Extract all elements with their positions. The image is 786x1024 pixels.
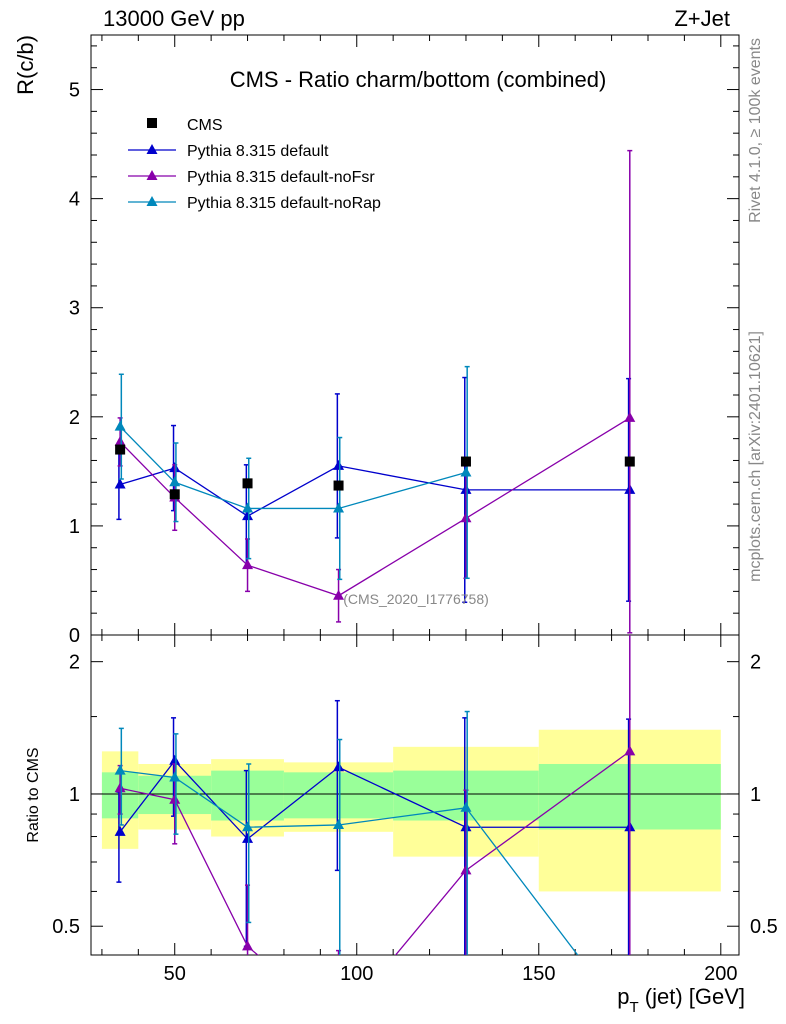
legend-label-1: Pythia 8.315 default-noFsr	[187, 169, 375, 186]
axis-ticks: 50 100 150 200 0 1 2 3 4 5 0.5 0.5 1 1 2 2	[52, 35, 778, 985]
ratio-marker-1	[242, 940, 254, 951]
series-marker-1	[624, 411, 636, 422]
legend-cms-label: CMS	[187, 117, 223, 134]
header-left: 13000 GeV pp	[103, 6, 245, 31]
series-marker-0	[333, 459, 345, 470]
x-tick-label: 150	[522, 963, 555, 985]
series-marker-2	[242, 502, 254, 513]
ratio-marker-2	[242, 821, 254, 832]
ratio-marker-1	[114, 782, 126, 793]
legend-cms-marker	[147, 118, 157, 128]
x-tick-label: 100	[340, 963, 373, 985]
y-tick-label: 2	[69, 407, 80, 429]
cms-data-point	[460, 456, 471, 467]
series-line-1	[119, 417, 631, 597]
legend-marker-0	[146, 144, 158, 154]
ratio-tick-label-right: 2	[750, 652, 761, 674]
y-tick-label: 5	[69, 80, 80, 102]
legend-label-2: Pythia 8.315 default-noRap	[187, 195, 381, 212]
cms-data-point	[242, 478, 253, 489]
cms-data-point	[169, 489, 180, 500]
series-marker-1	[114, 435, 126, 446]
y-tick-label: 3	[69, 298, 80, 320]
series-marker-1	[333, 589, 345, 600]
ratio-tick-label-right: 1	[750, 784, 761, 806]
y-tick-label: 0	[69, 625, 80, 647]
header-right: Z+Jet	[674, 6, 730, 31]
ratio-marker-0	[333, 761, 345, 772]
rivet-label: Rivet 4.1.0, ≥ 100k events	[747, 38, 764, 223]
x-axis-label: pT (jet) [GeV]	[617, 984, 745, 1016]
ratio-marker-2	[169, 771, 181, 782]
chart-title: CMS - Ratio charm/bottom (combined)	[230, 67, 607, 92]
y-axis-label: R(c/b)	[13, 35, 38, 95]
mcplots-label: mcplots.cern.ch [arXiv:2401.10621]	[747, 331, 764, 582]
series-marker-0	[114, 478, 126, 489]
ratio-marker-2	[114, 764, 126, 775]
ratio-marker-1	[624, 745, 636, 756]
cms-data-point	[115, 444, 126, 455]
main-series	[114, 149, 636, 634]
ratio-frame	[90, 634, 740, 956]
ratio-marker-0	[169, 754, 181, 765]
cms-data-point	[333, 480, 344, 491]
ratio-band-inner	[211, 770, 284, 821]
cms-data-points	[115, 444, 635, 500]
series-marker-0	[242, 510, 254, 521]
ratio-tick-label: 2	[69, 652, 80, 674]
ratio-tick-label: 0.5	[52, 916, 80, 938]
ratio-marker-2	[460, 801, 472, 812]
series-marker-2	[114, 420, 126, 431]
ratio-marker-2	[333, 818, 345, 829]
legend-label-0: Pythia 8.315 default	[187, 143, 329, 160]
series-marker-1	[460, 512, 472, 523]
ratio-line-0	[119, 759, 630, 840]
series-marker-2	[333, 502, 345, 513]
cms-data-point	[624, 456, 635, 467]
series-marker-2	[169, 476, 181, 487]
ratio-tick-label-right: 0.5	[750, 916, 778, 938]
legend-marker-1	[146, 170, 158, 180]
ratio-marker-0	[114, 825, 126, 836]
x-tick-label: 50	[164, 963, 186, 985]
legend: CMS Pythia 8.315 default Pythia 8.315 def…	[128, 117, 381, 212]
y-tick-label: 1	[69, 516, 80, 538]
ratio-y-axis-label: Ratio to CMS	[25, 747, 42, 842]
ratio-marker-1	[169, 793, 181, 804]
ratio-tick-label: 1	[69, 784, 80, 806]
x-tick-label: 200	[704, 963, 737, 985]
series-line-0	[119, 465, 630, 517]
ratio-line-2	[120, 769, 579, 955]
ratio-line-1	[119, 750, 631, 955]
series-marker-2	[460, 466, 472, 477]
ratio-marker-0	[242, 832, 254, 843]
series-marker-1	[242, 559, 254, 570]
legend-marker-2	[146, 196, 158, 206]
ratio-band-inner	[283, 772, 394, 819]
y-tick-label: 4	[69, 189, 80, 211]
analysis-watermark: (CMS_2020_I1776758)	[343, 591, 489, 607]
ratio-marker-1	[460, 864, 472, 875]
ratio-series	[114, 635, 636, 955]
